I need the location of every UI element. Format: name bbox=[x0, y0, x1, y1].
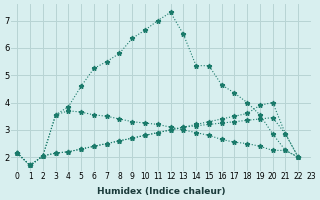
X-axis label: Humidex (Indice chaleur): Humidex (Indice chaleur) bbox=[97, 187, 225, 196]
